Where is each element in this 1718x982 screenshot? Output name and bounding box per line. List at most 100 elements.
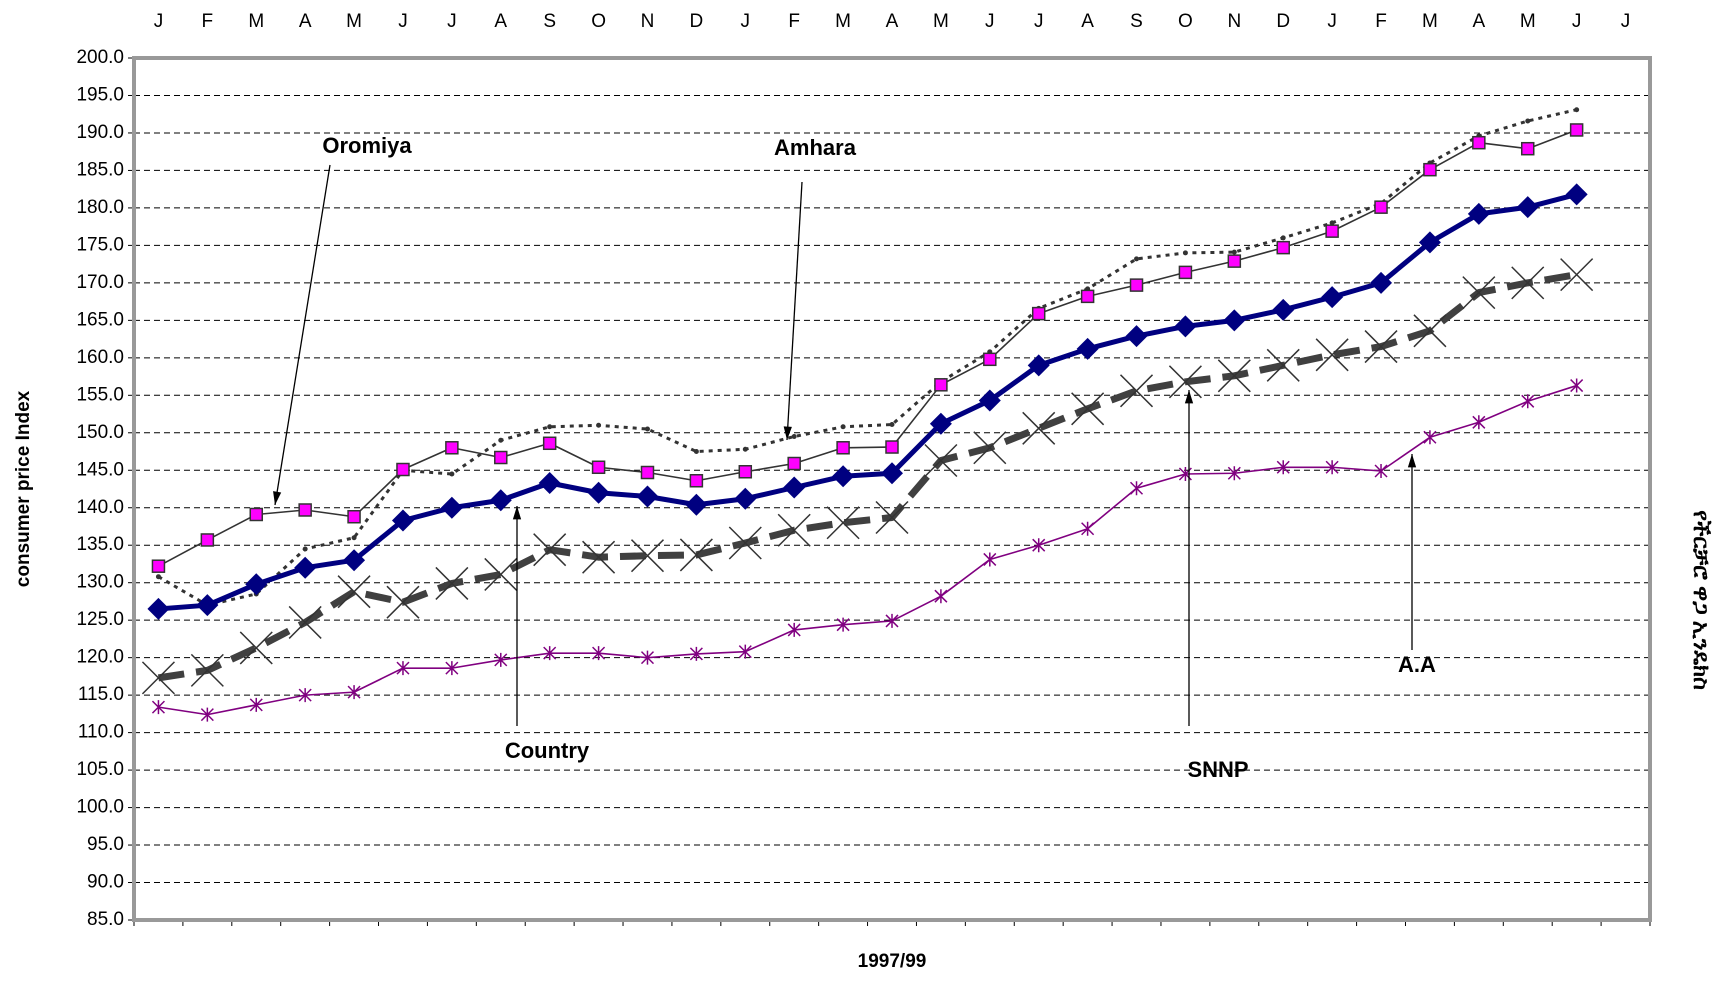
- annotation-arrow: [786, 181, 803, 441]
- x-tick-label: A: [1472, 11, 1485, 32]
- x-tick-label: O: [591, 11, 606, 32]
- marker: [885, 613, 899, 628]
- marker: [538, 472, 561, 495]
- x-tick-label: M: [1520, 11, 1536, 32]
- marker: [391, 509, 414, 532]
- marker: [587, 481, 610, 504]
- marker: [685, 493, 708, 516]
- marker: [734, 487, 757, 510]
- marker: [689, 474, 704, 488]
- marker: [934, 378, 948, 392]
- marker: [693, 449, 699, 455]
- marker: [351, 535, 357, 541]
- x-tick-label: M: [1422, 11, 1438, 32]
- x-tick-label: D: [690, 11, 704, 32]
- x-tick-label: J: [1034, 11, 1044, 32]
- annotation: Oromiya: [322, 133, 412, 158]
- series: [151, 378, 1584, 722]
- marker: [155, 574, 161, 580]
- x-tick-label: J: [1621, 11, 1631, 32]
- marker: [777, 513, 811, 547]
- marker: [141, 661, 175, 695]
- series-line: [157, 271, 1578, 682]
- x-tick-label: A: [886, 11, 899, 32]
- marker: [640, 650, 655, 665]
- marker: [592, 646, 606, 661]
- x-tick-label: F: [202, 11, 214, 32]
- marker: [983, 552, 997, 567]
- marker: [742, 446, 748, 452]
- marker: [347, 509, 361, 524]
- y-tick-label: 105.0: [76, 759, 124, 780]
- marker: [542, 436, 557, 451]
- marker: [294, 556, 317, 579]
- marker: [728, 526, 762, 560]
- marker: [1168, 365, 1202, 399]
- marker: [1329, 220, 1335, 226]
- marker: [1423, 430, 1437, 445]
- marker: [973, 431, 1007, 465]
- x-tick-label: J: [398, 11, 408, 32]
- marker: [386, 585, 420, 619]
- marker: [288, 605, 322, 639]
- y-tick-label: 155.0: [76, 384, 124, 405]
- x-tick-label: F: [788, 11, 800, 32]
- marker: [1080, 289, 1095, 304]
- marker: [582, 540, 616, 574]
- marker: [298, 503, 312, 517]
- marker: [738, 465, 753, 479]
- marker: [1178, 265, 1193, 280]
- x-tick-label: N: [641, 11, 655, 32]
- marker: [1081, 521, 1095, 536]
- marker: [1272, 298, 1295, 321]
- marker: [783, 476, 806, 499]
- marker: [489, 489, 512, 512]
- marker: [484, 557, 518, 591]
- marker: [1423, 162, 1437, 177]
- marker: [239, 631, 273, 665]
- marker: [435, 566, 469, 600]
- marker: [1560, 258, 1594, 292]
- y-tick-label: 165.0: [76, 309, 124, 330]
- marker: [1227, 254, 1242, 268]
- marker: [298, 688, 312, 703]
- y-tick-label: 135.0: [76, 534, 124, 555]
- marker: [889, 422, 895, 428]
- x-tick-label: A: [494, 11, 507, 32]
- x-tick-label: A: [1081, 11, 1094, 32]
- marker: [1134, 256, 1140, 262]
- marker: [1521, 394, 1535, 409]
- marker: [445, 661, 459, 676]
- marker: [147, 597, 170, 620]
- x-tick-label: O: [1178, 11, 1193, 32]
- marker: [983, 352, 997, 367]
- annotation: Country: [505, 738, 590, 763]
- marker: [591, 460, 606, 475]
- x-tick-label: J: [1572, 11, 1582, 32]
- marker: [494, 652, 508, 667]
- marker: [533, 533, 567, 567]
- marker: [1570, 378, 1584, 393]
- annotation: SNNP: [1187, 757, 1248, 782]
- marker: [396, 661, 410, 676]
- marker: [337, 575, 371, 609]
- y-tick-label: 170.0: [76, 272, 124, 293]
- marker: [249, 507, 264, 522]
- series-line: [158, 129, 1577, 567]
- x-tick-label: S: [1130, 11, 1143, 32]
- arrow-head: [783, 426, 792, 440]
- marker: [787, 622, 801, 637]
- x-tick-label: N: [1227, 11, 1241, 32]
- marker: [200, 533, 215, 547]
- x-tick-label: S: [543, 11, 556, 32]
- y-tick-label: 140.0: [76, 497, 124, 518]
- marker: [1231, 249, 1237, 255]
- marker: [1370, 271, 1393, 294]
- marker: [1022, 411, 1056, 445]
- marker: [1325, 460, 1339, 475]
- marker: [787, 456, 801, 471]
- marker: [1467, 202, 1490, 225]
- marker: [836, 441, 850, 455]
- marker: [547, 424, 553, 430]
